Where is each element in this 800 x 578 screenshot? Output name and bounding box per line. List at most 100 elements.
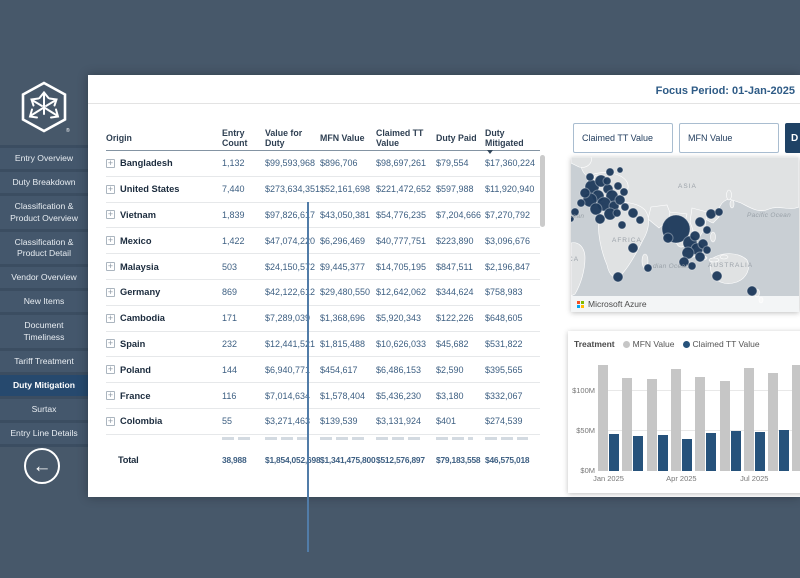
map-bubble[interactable] bbox=[594, 213, 606, 225]
expand-icon[interactable] bbox=[106, 287, 115, 297]
bar-claimed-tt-value-jun-2025[interactable] bbox=[730, 431, 741, 471]
slicer-claimed-tt-value[interactable]: Claimed TT Value bbox=[573, 123, 673, 153]
map-bubble[interactable] bbox=[635, 215, 645, 225]
sidebar-item-vendor-overview[interactable]: Vendor Overview bbox=[0, 264, 88, 289]
world-map-visual[interactable]: ASIA AFRICA AUSTRALIA Pacific Ocean dian Oce… bbox=[571, 157, 799, 312]
table-row-germany[interactable]: Germany 869 $42,122,612 $29,480,550 $12,642,… bbox=[106, 280, 540, 306]
map-bubble[interactable] bbox=[619, 187, 629, 197]
bar-mfn-value-apr-2025[interactable] bbox=[670, 368, 681, 471]
map-bubble[interactable] bbox=[711, 270, 723, 282]
map-bubble[interactable] bbox=[702, 245, 712, 255]
map-bubble[interactable] bbox=[746, 285, 758, 297]
map-bubble[interactable] bbox=[689, 230, 701, 242]
table-scrollbar-thumb[interactable] bbox=[540, 155, 545, 227]
sidebar-item-new-items[interactable]: New Items bbox=[0, 288, 88, 313]
table-row-france[interactable]: France 116 $7,014,634 $1,578,404 $5,436,230 $… bbox=[106, 383, 540, 409]
sidebar-item-classification-product-overview[interactable]: Classification & Product Overview bbox=[0, 193, 88, 229]
map-bubble[interactable] bbox=[616, 166, 624, 174]
map-bubble[interactable] bbox=[571, 215, 575, 223]
expand-icon[interactable] bbox=[106, 416, 115, 426]
bar-claimed-tt-value-may-2025[interactable] bbox=[706, 432, 717, 471]
map-bubble[interactable] bbox=[612, 208, 622, 218]
duty-button[interactable]: D bbox=[785, 123, 800, 153]
map-bubble[interactable] bbox=[643, 263, 653, 273]
table-row-malaysia[interactable]: Malaysia 503 $24,150,572 $9,445,377 $14,705,… bbox=[106, 254, 540, 280]
map-bubble[interactable] bbox=[612, 271, 624, 283]
sidebar-item-entry-line-details[interactable]: Entry Line Details bbox=[0, 420, 88, 448]
map-bubble[interactable] bbox=[702, 225, 712, 235]
expand-icon[interactable] bbox=[106, 210, 115, 220]
sidebar-item-duty-breakdown[interactable]: Duty Breakdown bbox=[0, 169, 88, 194]
expand-icon[interactable] bbox=[106, 365, 115, 375]
table-row-spain[interactable]: Spain 232 $12,441,521 $1,815,488 $10,626,033… bbox=[106, 332, 540, 358]
map-bubble[interactable] bbox=[617, 220, 627, 230]
bar-mfn-value-may-2025[interactable] bbox=[695, 376, 706, 471]
map-bubble[interactable] bbox=[687, 261, 697, 271]
bar-mfn-value-jul-2025[interactable] bbox=[743, 367, 754, 471]
sidebar-item-document-timeliness[interactable]: Document Timeliness bbox=[0, 312, 88, 348]
map-bubble[interactable] bbox=[694, 251, 706, 263]
back-button[interactable]: ← bbox=[24, 448, 60, 484]
column-header-duty-mitigated[interactable]: Duty Mitigated bbox=[485, 128, 540, 154]
slicer-mfn-value[interactable]: MFN Value bbox=[679, 123, 779, 153]
map-bubble[interactable] bbox=[614, 194, 626, 206]
sidebar-item-entry-overview[interactable]: Entry Overview bbox=[0, 145, 88, 170]
bar-claimed-tt-value-jan-2025[interactable] bbox=[609, 434, 619, 471]
expand-icon[interactable] bbox=[106, 184, 115, 194]
map-bubble[interactable] bbox=[662, 232, 674, 244]
table-row-colombia[interactable]: Colombia 55 $3,271,463 $139,539 $3,131,924 $4… bbox=[106, 409, 540, 435]
expand-icon[interactable] bbox=[106, 339, 115, 349]
map-bubble[interactable] bbox=[605, 167, 615, 177]
map-bubble[interactable] bbox=[585, 172, 595, 182]
expand-icon[interactable] bbox=[106, 313, 115, 323]
table-row-poland[interactable]: Poland 144 $6,940,771 $454,617 $6,486,153 $2,… bbox=[106, 357, 540, 384]
bar-mfn-value-feb-2025[interactable] bbox=[622, 378, 633, 471]
map-bubble[interactable] bbox=[571, 207, 580, 217]
column-header-entry-count[interactable]: Entry Count bbox=[222, 127, 248, 148]
legend-entry-mfn-value[interactable]: MFN Value bbox=[622, 339, 675, 349]
treatment-bar-chart[interactable]: Treatment MFN Value Claimed TT Value $0M $… bbox=[568, 331, 800, 493]
bar-mfn-value-aug-2025[interactable] bbox=[768, 372, 779, 471]
map-bubble[interactable] bbox=[627, 207, 639, 219]
sidebar-item-duty-mitigation[interactable]: Duty Mitigation bbox=[0, 371, 88, 397]
sidebar-item-classification-product-detail[interactable]: Classification & Product Detail bbox=[0, 228, 88, 265]
sidebar-item-surtax[interactable]: Surtax bbox=[0, 396, 88, 421]
map-bubble[interactable] bbox=[602, 176, 612, 186]
expand-icon[interactable] bbox=[106, 236, 115, 246]
legend-entry-claimed-tt-value[interactable]: Claimed TT Value bbox=[682, 339, 760, 349]
bar-claimed-tt-value-mar-2025[interactable] bbox=[657, 435, 668, 471]
table-row-vietnam[interactable]: Vietnam 1,839 $97,826,617 $43,050,381 $54,77… bbox=[106, 203, 540, 229]
table-scrollbar[interactable] bbox=[540, 155, 545, 450]
table-row-united-states[interactable]: United States 7,440 $273,634,351$52,161,69… bbox=[106, 177, 540, 203]
map-bubble[interactable] bbox=[589, 202, 603, 216]
map-bubble[interactable] bbox=[579, 187, 591, 199]
map-bubble[interactable] bbox=[705, 208, 717, 220]
bar-mfn-value-jan-2025[interactable] bbox=[598, 364, 608, 471]
map-bubble[interactable] bbox=[694, 216, 706, 228]
map-bubble[interactable] bbox=[576, 198, 586, 208]
table-row-bangladesh[interactable]: Bangladesh 1,132 $99,593,968 $896,706 $98,69… bbox=[106, 151, 540, 177]
column-header-value-for-duty[interactable]: Value for Duty bbox=[265, 127, 303, 148]
bar-mfn-value-mar-2025[interactable] bbox=[646, 379, 657, 471]
bar-claimed-tt-value-jul-2025[interactable] bbox=[754, 431, 765, 471]
bar-claimed-tt-value-apr-2025[interactable] bbox=[681, 439, 692, 471]
map-bubble[interactable] bbox=[627, 242, 639, 254]
bar-mfn-value-jun-2025[interactable] bbox=[719, 380, 730, 471]
expand-icon[interactable] bbox=[106, 158, 115, 168]
column-header-duty-paid[interactable]: Duty Paid bbox=[436, 132, 477, 143]
column-header-mfn-value[interactable]: MFN Value bbox=[320, 132, 365, 143]
expand-icon[interactable] bbox=[106, 391, 115, 401]
map-bubble[interactable] bbox=[678, 256, 690, 268]
sidebar-item-tariff-treatment[interactable]: Tariff Treatment bbox=[0, 347, 88, 372]
bar-mfn-value-sep-2025[interactable] bbox=[792, 364, 800, 471]
map-bubble[interactable] bbox=[613, 181, 623, 191]
column-header-origin[interactable]: Origin bbox=[106, 132, 132, 143]
expand-icon[interactable] bbox=[106, 262, 115, 272]
bar-claimed-tt-value-feb-2025[interactable] bbox=[633, 435, 644, 471]
map-bubble[interactable] bbox=[620, 202, 630, 212]
map-bubble[interactable] bbox=[714, 207, 724, 217]
bar-claimed-tt-value-aug-2025[interactable] bbox=[779, 430, 790, 471]
table-row-cambodia[interactable]: Cambodia 171 $7,289,039 $1,368,696 $5,920,34… bbox=[106, 306, 540, 332]
column-header-claimed-tt-value[interactable]: Claimed TT Value bbox=[376, 127, 424, 148]
table-row-mexico[interactable]: Mexico 1,422 $47,074,220 $6,296,469 $40,777,… bbox=[106, 228, 540, 255]
